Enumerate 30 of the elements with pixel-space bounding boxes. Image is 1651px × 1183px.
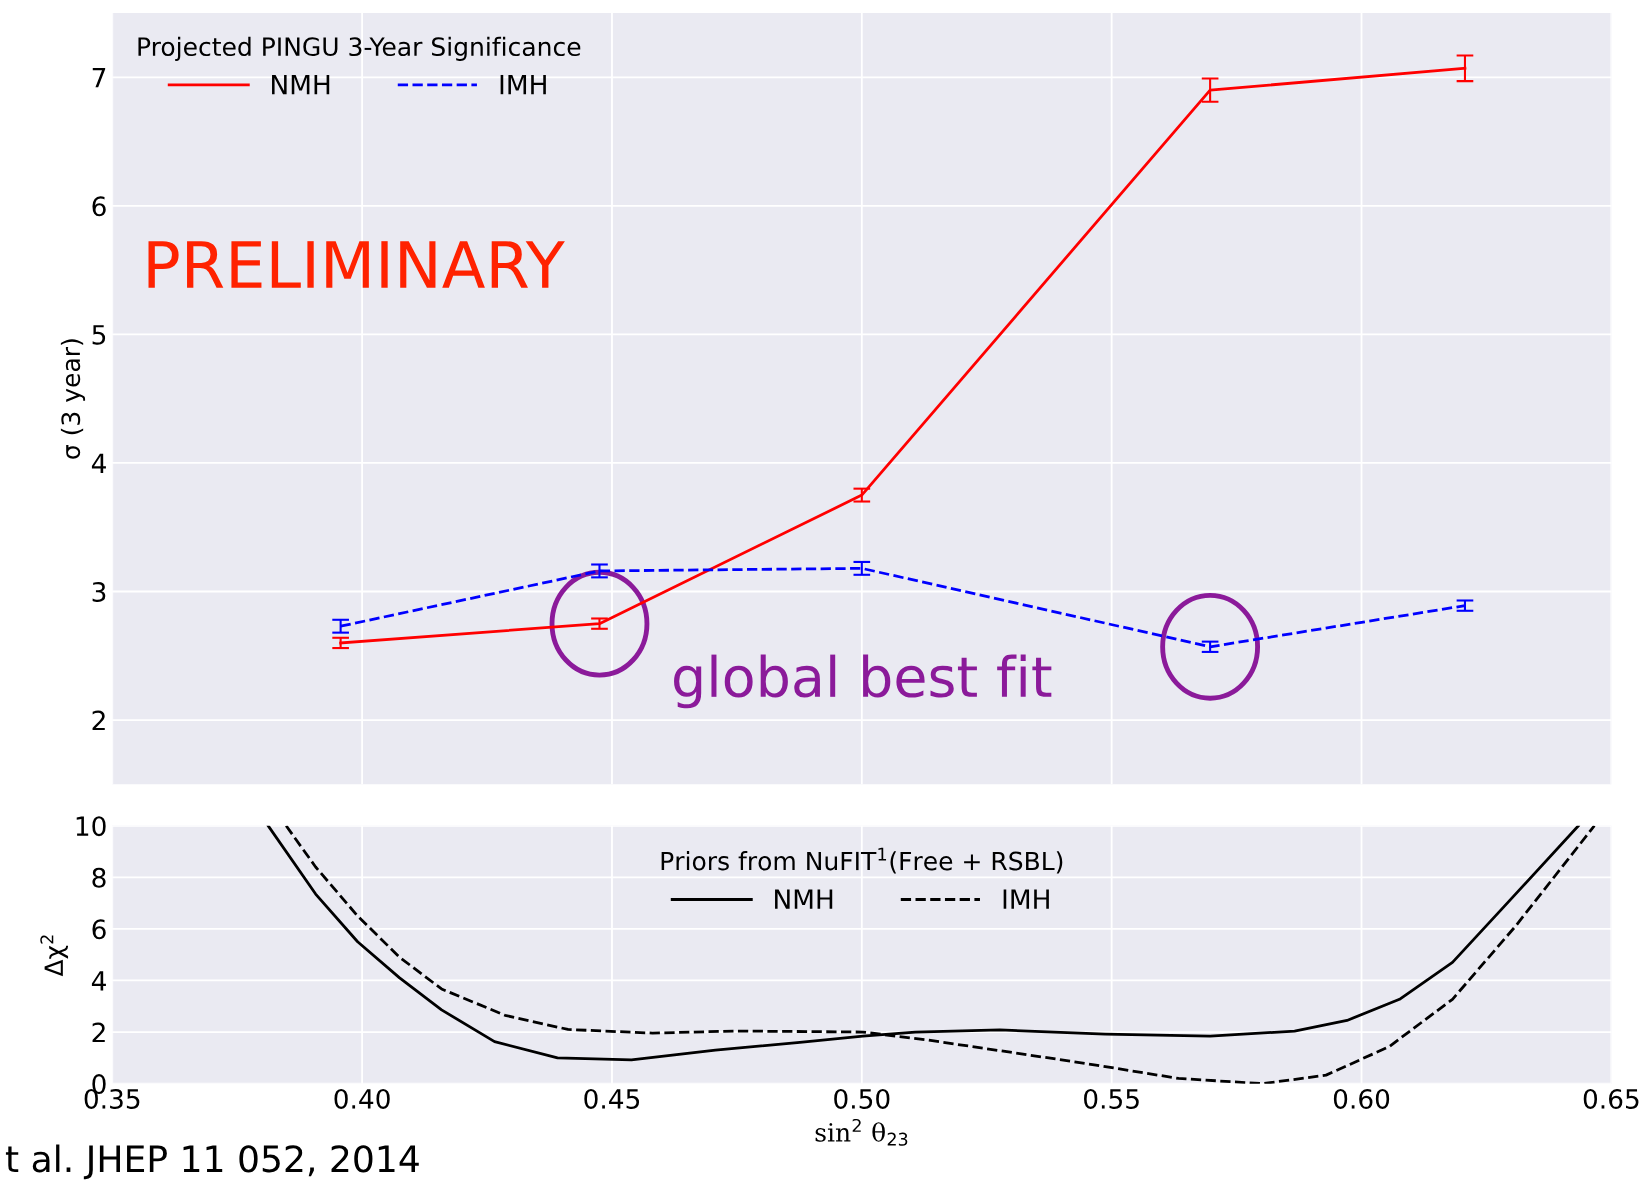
y-axis-title: σ (3 year) [60, 339, 86, 459]
legend-label: IMH [1003, 889, 1049, 909]
y-tick-label: 6 [92, 196, 106, 217]
x-axis-title: sin$^{2}$ θ$_{23}$ [815, 1118, 908, 1146]
x-tick-label: 0.50 [834, 1088, 890, 1109]
x-tick-label: 0.60 [1333, 1088, 1390, 1109]
legend-label: NMH [272, 74, 330, 95]
y-tick-label: 5 [92, 325, 106, 345]
x-tick-label: 0.40 [334, 1088, 390, 1109]
y-tick-label: 2 [92, 1022, 105, 1043]
legend-title: Projected PINGU 3-Year Significance [138, 36, 581, 61]
y-tick-label: 2 [92, 710, 105, 731]
y-tick-label: 4 [91, 971, 106, 991]
line-series [339, 566, 1467, 649]
y-tick-label: 7 [92, 68, 106, 88]
annotation: PRELIMINARY [148, 241, 565, 288]
text: t al. JHEP 11 052, 2014 [5, 1144, 419, 1180]
y-tick-label: 8 [92, 867, 106, 888]
annotation: global best fit [674, 654, 1052, 709]
y-tick-label: 6 [92, 919, 106, 940]
y-tick-label: 4 [91, 453, 106, 473]
x-tick-label: 0.65 [1583, 1088, 1639, 1109]
legend-label: IMH [500, 74, 546, 95]
legend-label: NMH [775, 889, 833, 909]
x-tick-label: 0.45 [584, 1088, 640, 1109]
y-tick-label: 10 [76, 816, 106, 837]
y-axis-title: Δχ$^{2}$ [40, 935, 69, 977]
legend-title: Priors from NuFIT$^{1}$(Free + RSBL) [661, 847, 1063, 874]
x-tick-label: 0.55 [1084, 1088, 1139, 1109]
y-tick-label: 3 [92, 581, 106, 602]
